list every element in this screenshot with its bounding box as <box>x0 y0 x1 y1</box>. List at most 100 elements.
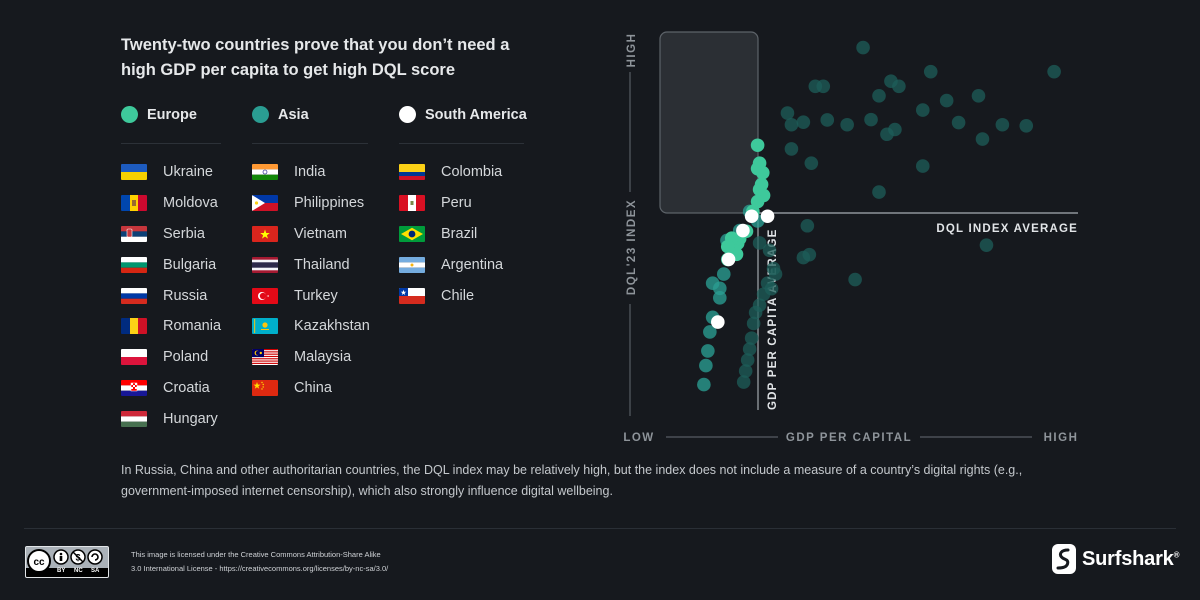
europe-point <box>754 177 769 192</box>
legend-south-america: South America <box>399 106 527 123</box>
footnote: In Russia, China and other authoritarian… <box>121 463 1023 498</box>
other-point <box>780 106 795 120</box>
country-name: Chile <box>441 287 475 304</box>
surfshark-logo: Surfshark® <box>1052 544 1179 574</box>
country-name: Vietnam <box>294 225 347 242</box>
other-point <box>915 159 930 173</box>
other-point <box>784 117 799 132</box>
other-point <box>764 281 779 296</box>
peru-flag-icon <box>399 195 425 212</box>
country-name: Ukraine <box>163 164 213 181</box>
brand-name: Surfshark® <box>1082 548 1179 571</box>
dql-average-label: DQL INDEX AVERAGE <box>936 223 1078 235</box>
list-item: Bulgaria <box>121 249 221 280</box>
asia-point <box>713 291 727 305</box>
country-name: Philippines <box>294 195 365 212</box>
other-point <box>752 236 767 250</box>
romania-flag-icon <box>121 318 147 335</box>
surfshark-icon <box>1052 544 1076 574</box>
list-item: Russia <box>121 280 221 311</box>
kazakhstan-flag-icon <box>252 318 278 335</box>
asia-point <box>699 358 713 373</box>
cc-by-label: BY <box>57 568 66 574</box>
list-item: Romania <box>121 311 221 342</box>
list-item: Poland <box>121 342 221 373</box>
south-america-point <box>760 209 775 224</box>
license-line-1: This image is licensed under the Creativ… <box>131 550 381 559</box>
south-america-point <box>744 209 759 224</box>
legend-divider <box>121 143 221 144</box>
country-name: Colombia <box>441 164 503 181</box>
list-item: Brazil <box>399 219 503 250</box>
other-point <box>1047 64 1061 79</box>
europe-point <box>720 239 735 254</box>
chart-title: Twenty-two countries prove that you don’… <box>121 36 510 79</box>
hungary-flag-icon <box>121 410 147 427</box>
list-item: China <box>252 373 370 404</box>
other-point <box>939 93 954 108</box>
other-point <box>746 316 761 331</box>
brand-name-text: Surfshark <box>1082 547 1174 570</box>
list-item: Ukraine <box>121 157 221 188</box>
europe-point <box>755 165 770 180</box>
y-axis-label: DQL'23 INDEX <box>626 199 638 295</box>
other-point <box>979 238 994 252</box>
asia-point <box>703 325 717 339</box>
country-name: Thailand <box>294 256 350 273</box>
country-name: Brazil <box>441 225 478 242</box>
list-item: Moldova <box>121 188 221 219</box>
other-point <box>816 79 831 94</box>
asia-point <box>713 281 727 296</box>
legend-europe: Europe <box>121 106 197 123</box>
other-point <box>923 64 938 79</box>
russia-flag-icon <box>121 287 147 304</box>
country-name: China <box>294 379 332 396</box>
other-point <box>888 122 902 137</box>
country-name: India <box>294 164 326 181</box>
list-item: Philippines <box>252 188 370 219</box>
brazil-flag-icon <box>399 225 425 242</box>
philippines-flag-icon <box>252 195 278 212</box>
list-item: India <box>252 157 370 188</box>
chile-flag-icon <box>399 287 425 304</box>
ukraine-flag-icon <box>121 164 147 181</box>
other-point <box>975 132 990 146</box>
turkey-flag-icon <box>252 287 278 304</box>
legend-divider <box>399 143 524 144</box>
list-item: Argentina <box>399 249 503 280</box>
list-item: Thailand <box>252 249 370 280</box>
legend-divider <box>252 143 368 144</box>
other-point <box>796 115 811 129</box>
other-point <box>872 185 886 199</box>
x-low-label: LOW <box>623 432 654 444</box>
other-point <box>800 218 815 233</box>
x-high-label: HIGH <box>1044 432 1079 444</box>
other-point <box>744 331 759 345</box>
argentina-flag-icon <box>399 256 425 273</box>
asia-point <box>697 377 711 392</box>
country-name: Kazakhstan <box>294 318 370 335</box>
asia-point <box>716 267 731 281</box>
colombia-flag-icon <box>399 164 425 181</box>
other-point <box>762 243 777 258</box>
legend-asia-label: Asia <box>278 106 309 123</box>
moldova-flag-icon <box>121 195 147 212</box>
europe-country-list: Ukraine Moldova Serbia Bulgaria Russia R… <box>121 157 221 434</box>
country-name: Turkey <box>294 287 338 304</box>
country-name: Bulgaria <box>163 256 217 273</box>
country-name: Romania <box>163 318 222 335</box>
other-point <box>742 342 757 356</box>
poland-flag-icon <box>121 349 147 366</box>
highlight-region <box>659 31 759 214</box>
footer-divider <box>24 528 1176 529</box>
other-point <box>864 112 878 127</box>
other-point <box>820 113 835 127</box>
other-point <box>856 40 870 55</box>
cc-license-badge: cc $ BY NC SA <box>25 546 109 578</box>
china-flag-icon <box>252 379 278 396</box>
country-name: Peru <box>441 195 472 212</box>
legend-south-america-label: South America <box>425 106 527 123</box>
other-point <box>872 89 886 103</box>
data-points <box>697 40 1061 392</box>
